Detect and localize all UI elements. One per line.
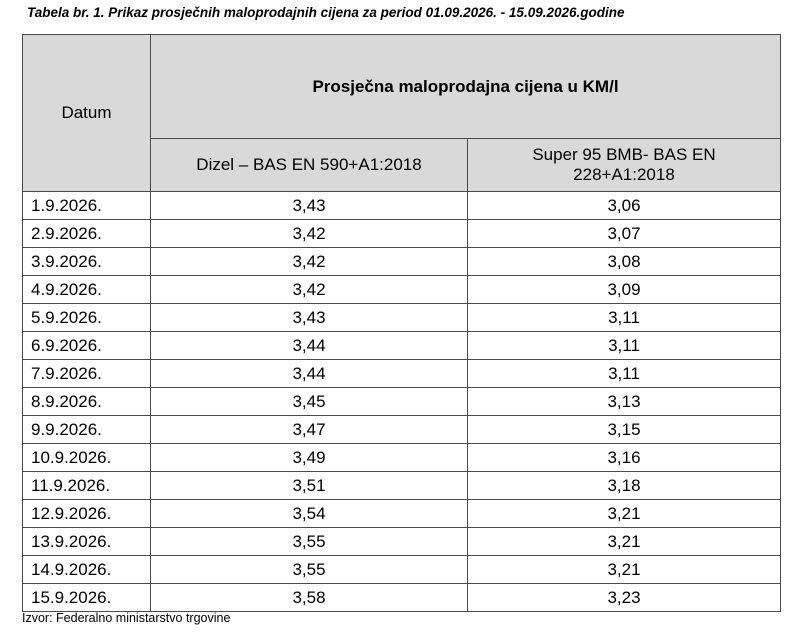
diesel-price-cell: 3,47 — [150, 415, 468, 444]
table-row: 14.9.2026. 3,55 3,21 — [22, 555, 781, 584]
date-cell: 5.9.2026. — [22, 303, 151, 332]
diesel-price-cell: 3,42 — [150, 219, 468, 248]
table-row: 5.9.2026. 3,43 3,11 — [22, 303, 781, 332]
diesel-price-cell: 3,49 — [150, 443, 468, 472]
table-row: 11.9.2026. 3,51 3,18 — [22, 471, 781, 500]
price-table: Datum Prosječna maloprodajna cijena u KM… — [22, 34, 781, 612]
table-row: 6.9.2026. 3,44 3,11 — [22, 331, 781, 360]
header-super95: Super 95 BMB- BAS EN 228+A1:2018 — [467, 138, 781, 192]
date-cell: 2.9.2026. — [22, 219, 151, 248]
table-row: 9.9.2026. 3,47 3,15 — [22, 415, 781, 444]
date-cell: 6.9.2026. — [22, 331, 151, 360]
header-date: Datum — [22, 34, 151, 192]
header-super95-line2: 228+A1:2018 — [573, 165, 675, 184]
date-cell: 13.9.2026. — [22, 527, 151, 556]
table-row: 4.9.2026. 3,42 3,09 — [22, 275, 781, 304]
table-row: 7.9.2026. 3,44 3,11 — [22, 359, 781, 388]
diesel-price-cell: 3,43 — [150, 191, 468, 220]
diesel-price-cell: 3,51 — [150, 471, 468, 500]
super95-price-cell: 3,07 — [467, 219, 781, 248]
date-cell: 3.9.2026. — [22, 247, 151, 276]
super95-price-cell: 3,08 — [467, 247, 781, 276]
diesel-price-cell: 3,45 — [150, 387, 468, 416]
diesel-price-cell: 3,55 — [150, 555, 468, 584]
super95-price-cell: 3,13 — [467, 387, 781, 416]
super95-price-cell: 3,21 — [467, 527, 781, 556]
table-row: 12.9.2026. 3,54 3,21 — [22, 499, 781, 528]
date-cell: 14.9.2026. — [22, 555, 151, 584]
date-cell: 8.9.2026. — [22, 387, 151, 416]
date-cell: 9.9.2026. — [22, 415, 151, 444]
date-cell: 12.9.2026. — [22, 499, 151, 528]
super95-price-cell: 3,11 — [467, 331, 781, 360]
date-cell: 11.9.2026. — [22, 471, 151, 500]
table-row: 2.9.2026. 3,42 3,07 — [22, 219, 781, 248]
header-super95-line1: Super 95 BMB- BAS EN — [532, 145, 716, 164]
diesel-price-cell: 3,44 — [150, 331, 468, 360]
diesel-price-cell: 3,55 — [150, 527, 468, 556]
diesel-price-cell: 3,54 — [150, 499, 468, 528]
date-cell: 4.9.2026. — [22, 275, 151, 304]
super95-price-cell: 3,15 — [467, 415, 781, 444]
super95-price-cell: 3,09 — [467, 275, 781, 304]
super95-price-cell: 3,06 — [467, 191, 781, 220]
date-cell: 7.9.2026. — [22, 359, 151, 388]
super95-price-cell: 3,11 — [467, 303, 781, 332]
table-row: 13.9.2026. 3,55 3,21 — [22, 527, 781, 556]
header-main: Prosječna maloprodajna cijena u KM/l — [150, 34, 781, 139]
diesel-price-cell: 3,44 — [150, 359, 468, 388]
table-body: 1.9.2026. 3,43 3,06 2.9.2026. 3,42 3,07 3.9.20… — [22, 191, 781, 612]
source-note: Izvor: Federalno ministarstvo trgovine — [22, 611, 231, 625]
diesel-price-cell: 3,42 — [150, 247, 468, 276]
table-row: 1.9.2026. 3,43 3,06 — [22, 191, 781, 220]
diesel-price-cell: 3,43 — [150, 303, 468, 332]
header-diesel: Dizel – BAS EN 590+A1:2018 — [150, 138, 468, 192]
super95-price-cell: 3,16 — [467, 443, 781, 472]
diesel-price-cell: 3,42 — [150, 275, 468, 304]
date-cell: 1.9.2026. — [22, 191, 151, 220]
super95-price-cell: 3,23 — [467, 583, 781, 612]
table-caption: Tabela br. 1. Prikaz prosječnih maloprod… — [27, 5, 625, 20]
super95-price-cell: 3,11 — [467, 359, 781, 388]
table-row: 3.9.2026. 3,42 3,08 — [22, 247, 781, 276]
date-cell: 10.9.2026. — [22, 443, 151, 472]
super95-price-cell: 3,21 — [467, 499, 781, 528]
table-row: 15.9.2026. 3,58 3,23 — [22, 583, 781, 612]
super95-price-cell: 3,18 — [467, 471, 781, 500]
diesel-price-cell: 3,58 — [150, 583, 468, 612]
super95-price-cell: 3,21 — [467, 555, 781, 584]
table-row: 10.9.2026. 3,49 3,16 — [22, 443, 781, 472]
date-cell: 15.9.2026. — [22, 583, 151, 612]
table-row: 8.9.2026. 3,45 3,13 — [22, 387, 781, 416]
